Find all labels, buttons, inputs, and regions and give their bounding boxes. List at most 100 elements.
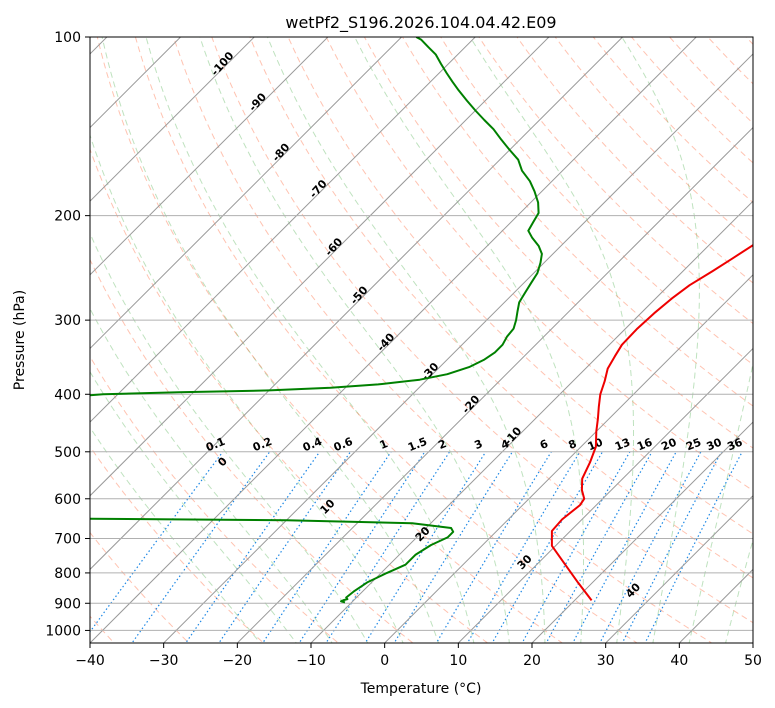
chart-title: wetPf2_S196.2026.104.04.42.E09 [285,13,556,33]
isotherm-13 [236,126,753,643]
dry-adiabat-1 [90,531,190,643]
isotherm-18 [604,495,753,643]
mixing-ratio-line-1 [131,451,271,643]
x-tick-label-4: 0 [380,653,389,669]
moist-adiabat-3 [90,232,369,643]
isotherm-11 [90,37,697,643]
isotherm-6 [90,37,329,276]
moist-adiabat-10 [469,37,634,643]
mixing-ratio-line-4 [262,451,392,643]
mixing-ratio-label-16: 30 [705,436,724,454]
x-tick-label-7: 30 [597,653,615,669]
mixing-ratio-label-10: 8 [567,437,579,452]
y-tick-label-8: 200 [54,209,81,225]
moist-adiabat-0 [90,426,261,643]
plot-frame [89,36,754,644]
y-tick-label-4: 600 [54,492,81,508]
dry-adiabat-11 [287,37,753,535]
dry-adiabat-6 [96,37,564,643]
dry-adiabat-16 [478,37,753,325]
y-axis-label: Pressure (hPa) [12,290,28,390]
mixing-ratio-line-5 [298,451,426,643]
x-tick-label-2: −20 [223,653,253,669]
isotherm-label-6: -40 [374,330,397,354]
y-tick-label-9: 100 [54,30,81,46]
dry-adiabat-17 [516,37,753,284]
moist-adiabat-9 [354,37,584,643]
isotherm-label-8: -20 [460,393,483,417]
mixing-ratio-lines [90,451,743,643]
y-tick-label-1: 900 [54,596,81,612]
isotherm-10 [90,37,624,571]
dry-adiabat-label-2: 20 [413,524,433,544]
isotherm-label-0: -100 [208,49,236,78]
profiles [90,37,753,604]
isotherm-label-5: -50 [348,283,371,307]
x-tick-label-0: −40 [75,653,105,669]
isotherm-14 [310,200,753,643]
moist-adiabat-6 [145,37,475,643]
isotherm-20 [752,642,753,643]
y-tick-label-7: 300 [54,313,81,329]
x-tick-label-5: 10 [449,653,467,669]
y-axis-ticks: 1000 900 800 700 600 500 400 300 200 100 [45,30,90,639]
dry-adiabat-4 [90,258,414,643]
isotherm-label-3: -70 [307,177,330,201]
isotherm-8 [90,37,476,423]
plot-area: 0.1 0.2 0.4 0.6 1 1.5 2 3 4 6 8 10 13 16 20 25 30 36-100-… [90,24,775,655]
mixing-ratio-label-17: 36 [725,436,744,454]
dry-adiabat-14 [401,37,753,407]
moist-adiabat-8 [267,37,546,643]
mixing-ratio-label-13: 16 [635,436,654,454]
isotherm-label-4: -60 [322,235,345,259]
dry-adiabat-24 [771,24,775,655]
dry-adiabat-3 [90,355,340,643]
isotherm-15 [383,274,753,643]
isotherm-5 [90,37,255,202]
profile-line-0 [550,243,753,602]
dry-adiabat-8 [173,37,713,643]
mixing-ratio-label-9: 6 [538,437,550,452]
mixing-ratio-label-12: 13 [613,436,632,454]
x-tick-label-1: −30 [149,653,179,669]
dry-adiabat-20 [630,37,753,164]
y-tick-label-6: 400 [54,387,81,403]
moist-adiabat-2 [90,307,333,643]
dry-adiabat-10 [249,37,753,579]
dry-adiabat-19 [592,37,753,204]
dry-adiabat-label-4: 40 [623,580,643,600]
mixing-ratio-label-14: 20 [659,436,678,454]
mixing-ratio-line-10 [466,451,581,643]
y-tick-label-3: 700 [54,532,81,548]
dry-adiabat-18 [554,37,753,244]
moist-adiabat-12 [688,361,753,643]
x-tick-label-3: −10 [296,653,326,669]
dry-adiabat-23 [745,37,753,45]
y-tick-label-0: 1000 [45,623,81,639]
y-tick-label-5: 500 [54,445,81,461]
isotherms [90,37,753,643]
dry-adiabat-21 [668,37,753,124]
mixing-ratio-label-4: 1 [378,437,390,452]
isotherm-9 [90,37,550,497]
x-tick-label-6: 20 [523,653,541,669]
isotherm-label-1: -90 [246,90,269,114]
y-tick-label-2: 800 [54,566,81,582]
moist-adiabat-1 [90,370,297,643]
moist-adiabat-5 [101,37,440,643]
x-tick-label-8: 40 [670,653,688,669]
mixing-ratio-label-15: 25 [684,436,703,454]
isotherm-12 [162,53,753,643]
moist-adiabat-11 [621,37,700,643]
dry-adiabat-9 [211,37,753,624]
x-axis-label: Temperature (°C) [360,681,482,697]
x-axis-ticks: −40 −30 −20 −10 0 10 20 30 40 50 [75,643,762,669]
dry-adiabat-22 [707,37,753,85]
isotherm-16 [457,347,753,643]
dry-adiabat-7 [134,37,638,643]
mixing-ratio-label-6: 2 [436,437,448,452]
isotherm-17 [531,421,753,643]
dry-adiabat-5 [90,147,489,643]
line-labels: 0.1 0.2 0.4 0.6 1 1.5 2 3 4 6 8 10 13 16 20 25 30 36-100-… [204,49,745,601]
